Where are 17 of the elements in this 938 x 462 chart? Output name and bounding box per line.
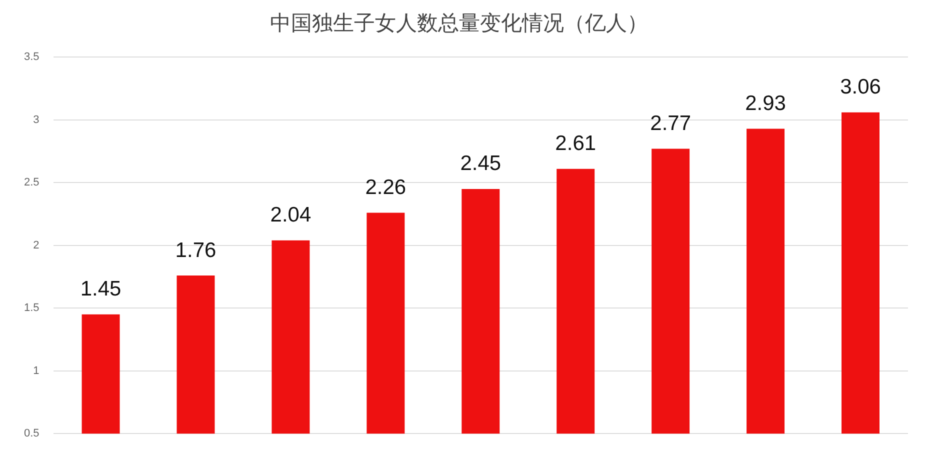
y-tick-label: 1 [33, 364, 40, 377]
data-label: 2.93 [745, 92, 786, 116]
y-tick-label: 1.5 [24, 302, 40, 314]
data-label: 2.61 [555, 132, 596, 156]
data-label: 1.76 [175, 238, 216, 262]
data-label: 2.04 [270, 204, 312, 227]
data-label: 2.45 [460, 152, 502, 176]
y-tick-label: 0.5 [24, 428, 40, 440]
data-label: 3.06 [840, 76, 881, 99]
data-label: 1.45 [80, 278, 122, 301]
y-tick-label: 2.5 [24, 176, 40, 189]
data-label: 2.77 [650, 112, 692, 136]
data-label: 2.26 [365, 176, 406, 200]
chart-title: 中国独生子女人数总量变化情况（亿人） [270, 11, 648, 36]
y-tick-label: 2 [33, 239, 40, 252]
y-tick-label: 3.5 [24, 51, 40, 64]
y-tick-label: 3 [33, 114, 40, 126]
